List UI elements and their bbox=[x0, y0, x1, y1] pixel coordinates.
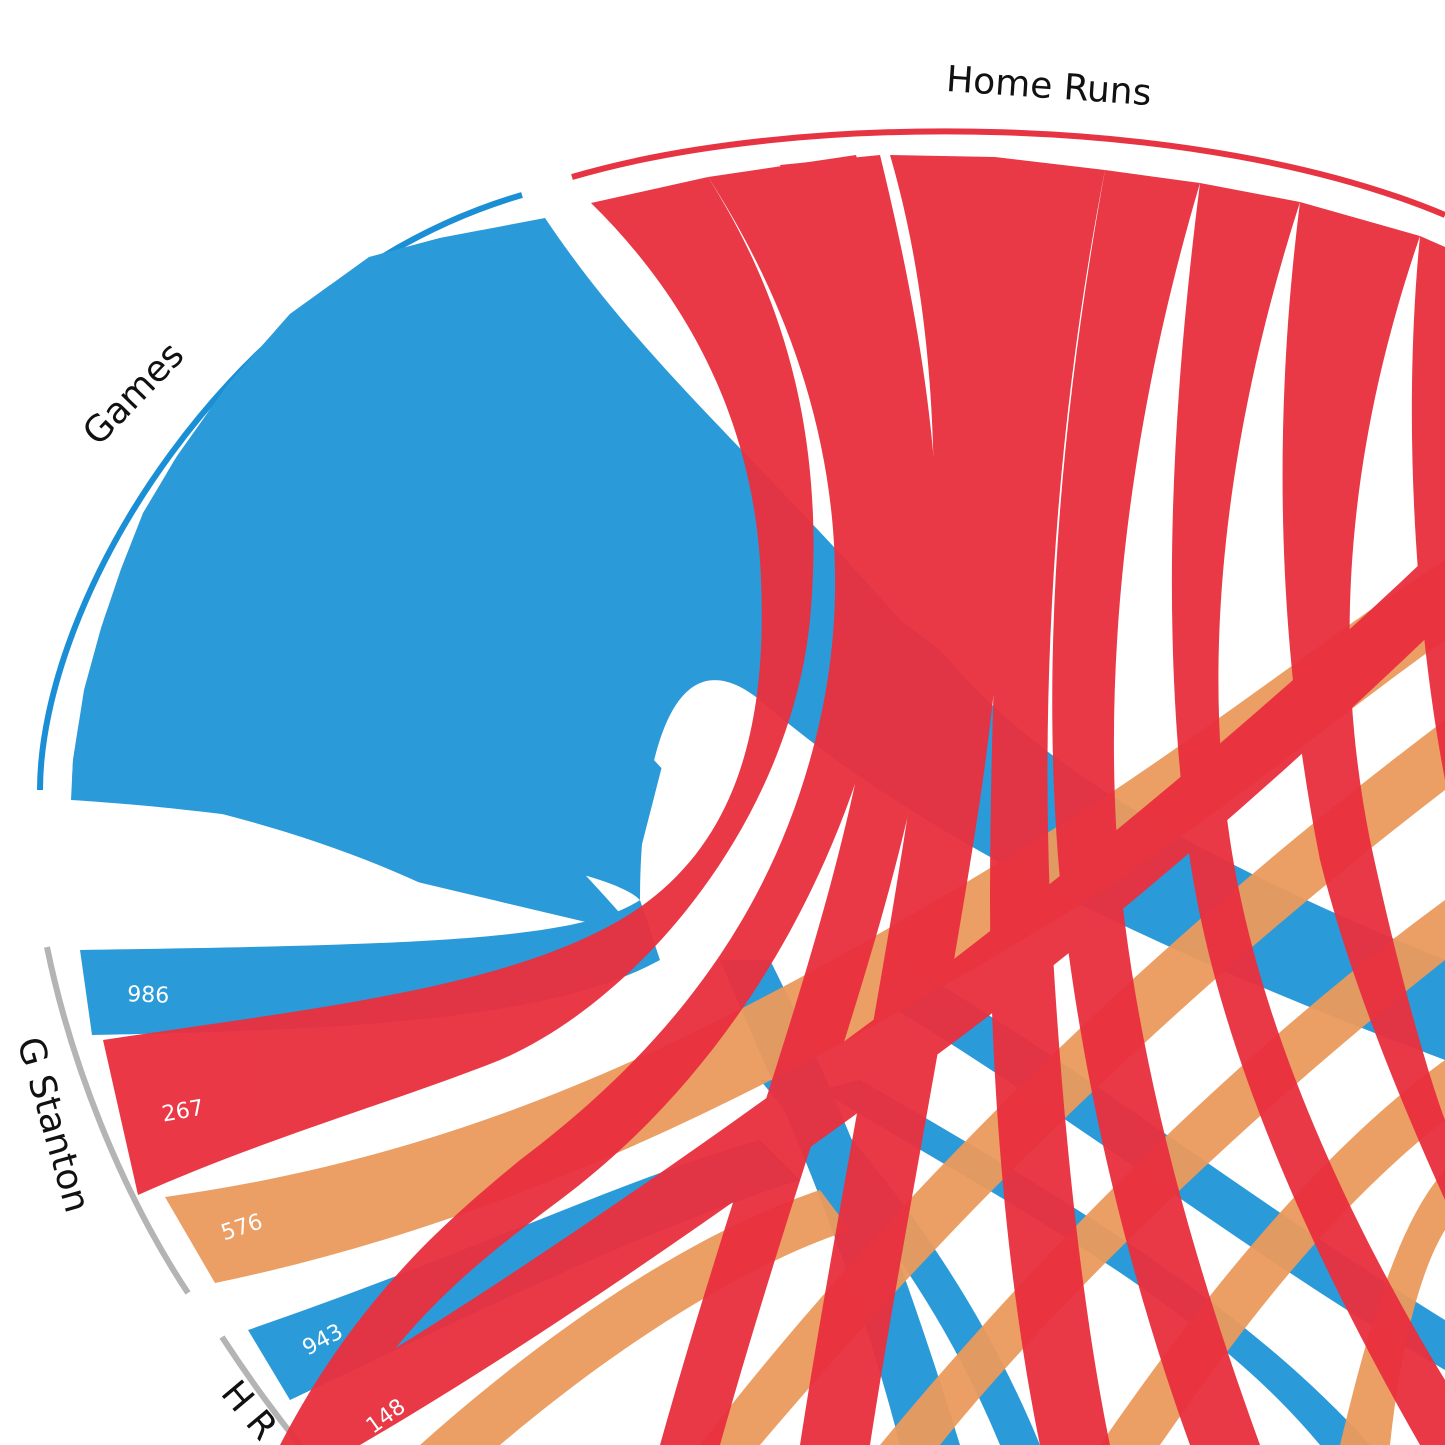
arc-home-runs bbox=[571, 128, 1445, 218]
ribbon-hr-8 bbox=[1282, 202, 1445, 1200]
ribbon-hr-to-stanton bbox=[103, 177, 814, 1195]
ribbon-hr-4 bbox=[800, 155, 1010, 1445]
group-label-g-stanton: G Stanton bbox=[9, 1033, 98, 1217]
ribbon-hr-6 bbox=[1052, 170, 1260, 1445]
ribbon-hr-9 bbox=[1411, 236, 1445, 780]
group-label-home-runs: Home Runs bbox=[945, 59, 1153, 114]
group-label-games: Games bbox=[75, 334, 192, 453]
ribbon-hr-to-player2 bbox=[302, 540, 1445, 1445]
group-label-player-2: H R bbox=[213, 1373, 285, 1445]
ribbon-hr-5 bbox=[990, 157, 1110, 1445]
ribbon-hr-3 bbox=[660, 155, 939, 1445]
value-label-stanton-games: 986 bbox=[127, 982, 170, 1008]
ribbons-home-runs bbox=[103, 155, 1445, 1445]
arc-g-stanton bbox=[44, 946, 191, 1295]
ribbon-hr-7 bbox=[1171, 183, 1445, 1445]
ribbon-orange-stanton bbox=[165, 560, 1445, 1283]
arc-games bbox=[37, 192, 523, 791]
